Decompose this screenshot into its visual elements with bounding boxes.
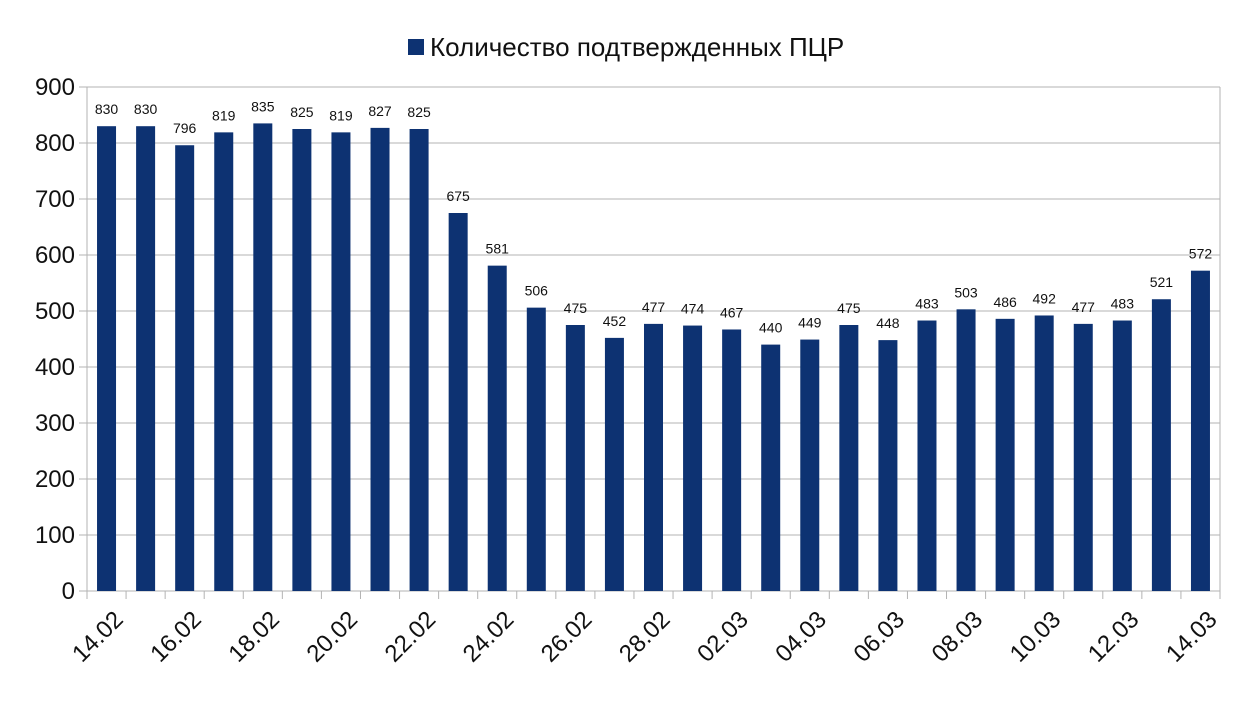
y-axis: 0 100 200 300 400 500 600 700 800 900 bbox=[35, 74, 87, 605]
x-tick-label: 28.02 bbox=[614, 606, 676, 668]
data-label: 440 bbox=[759, 320, 783, 336]
data-label: 474 bbox=[681, 301, 705, 317]
bar bbox=[175, 145, 195, 592]
bars bbox=[97, 123, 1210, 592]
bar bbox=[448, 213, 468, 591]
y-tick-label: 0 bbox=[62, 578, 75, 605]
data-label: 830 bbox=[134, 101, 158, 117]
data-label: 483 bbox=[1111, 296, 1135, 312]
x-axis: 14.02 16.02 18.02 20.02 22.02 24.02 26.02 28.02… bbox=[67, 591, 1223, 668]
y-tick-label: 600 bbox=[35, 242, 75, 269]
x-tick-label: 16.02 bbox=[145, 606, 207, 668]
bar bbox=[526, 307, 546, 591]
bar bbox=[1112, 320, 1132, 591]
data-label: 825 bbox=[407, 104, 431, 120]
bar bbox=[761, 344, 781, 591]
x-tick-label: 02.03 bbox=[692, 606, 754, 668]
bar bbox=[644, 323, 663, 591]
bar bbox=[409, 129, 429, 591]
x-tick-label: 14.02 bbox=[67, 606, 129, 668]
bar bbox=[604, 337, 624, 591]
x-tick-label: 06.03 bbox=[848, 606, 910, 668]
data-label: 503 bbox=[954, 284, 978, 300]
bar bbox=[487, 265, 507, 591]
data-label: 448 bbox=[876, 315, 900, 331]
legend: Количество подтвержденных ПЦР bbox=[408, 32, 844, 62]
data-label: 467 bbox=[720, 304, 744, 320]
bar bbox=[292, 129, 312, 591]
bar bbox=[565, 325, 585, 591]
data-label: 492 bbox=[1033, 290, 1057, 306]
x-tick-label: 08.03 bbox=[927, 606, 989, 668]
x-tick-label: 20.02 bbox=[302, 606, 364, 668]
y-tick-label: 900 bbox=[35, 74, 75, 101]
bar bbox=[136, 126, 156, 591]
data-label: 835 bbox=[251, 98, 275, 114]
bar bbox=[370, 127, 390, 591]
data-label: 830 bbox=[95, 101, 119, 117]
bar bbox=[1034, 315, 1054, 591]
data-label: 452 bbox=[603, 313, 627, 329]
data-label: 475 bbox=[564, 300, 588, 316]
data-label: 483 bbox=[915, 296, 939, 312]
y-tick-label: 800 bbox=[35, 130, 75, 157]
bar bbox=[1190, 270, 1210, 591]
x-tick-label: 14.03 bbox=[1161, 606, 1223, 668]
bar bbox=[1151, 299, 1171, 591]
bar bbox=[839, 325, 859, 591]
data-label: 819 bbox=[212, 107, 236, 123]
data-label: 825 bbox=[290, 104, 314, 120]
bar bbox=[722, 329, 742, 591]
y-tick-label: 300 bbox=[35, 410, 75, 437]
x-tick-label: 26.02 bbox=[536, 606, 598, 668]
y-tick-label: 400 bbox=[35, 354, 75, 381]
bar bbox=[331, 132, 351, 592]
x-tick-label: 22.02 bbox=[380, 606, 442, 668]
bar bbox=[683, 325, 703, 591]
legend-swatch bbox=[408, 39, 424, 55]
data-label: 475 bbox=[837, 300, 861, 316]
bar bbox=[97, 126, 117, 591]
data-label: 506 bbox=[525, 283, 549, 299]
data-label: 827 bbox=[368, 103, 392, 119]
data-label: 477 bbox=[642, 299, 666, 315]
y-tick-label: 500 bbox=[35, 298, 75, 325]
bar bbox=[995, 318, 1015, 591]
data-label: 796 bbox=[173, 120, 197, 136]
data-label: 572 bbox=[1189, 246, 1213, 262]
data-label: 486 bbox=[993, 294, 1017, 310]
bar bbox=[878, 340, 898, 591]
data-label: 521 bbox=[1150, 274, 1174, 290]
legend-label: Количество подтвержденных ПЦР bbox=[430, 32, 844, 62]
bar bbox=[917, 320, 937, 591]
bar bbox=[800, 339, 820, 591]
y-tick-label: 200 bbox=[35, 466, 75, 493]
x-tick-label: 12.03 bbox=[1083, 606, 1145, 668]
x-tick-label: 18.02 bbox=[223, 606, 285, 668]
y-tick-label: 100 bbox=[35, 522, 75, 549]
bar bbox=[956, 309, 976, 591]
bar bbox=[214, 132, 234, 592]
data-label: 675 bbox=[446, 188, 470, 204]
data-label: 449 bbox=[798, 315, 822, 331]
x-tick-label: 24.02 bbox=[458, 606, 520, 668]
y-tick-label: 700 bbox=[35, 186, 75, 213]
data-labels: 830 830 796 819 835 825 819 827 825 675 581 506 475 4… bbox=[95, 98, 1213, 335]
x-tick-label: 10.03 bbox=[1005, 606, 1067, 668]
bar bbox=[253, 123, 273, 592]
data-label: 581 bbox=[486, 241, 510, 257]
data-label: 819 bbox=[329, 107, 353, 123]
bar bbox=[1073, 323, 1093, 591]
data-label: 477 bbox=[1072, 299, 1096, 315]
x-tick-label: 04.03 bbox=[770, 606, 832, 668]
